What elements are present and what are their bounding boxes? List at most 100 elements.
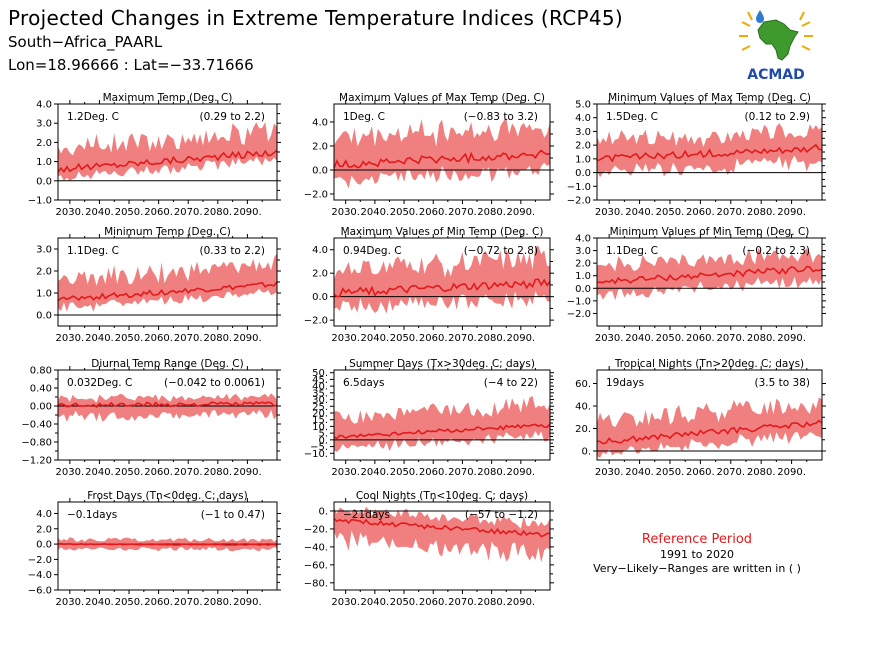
change-value-label: 0.94Deg. C: [343, 245, 402, 257]
change-value-label: 1.1Deg. C: [67, 245, 119, 257]
x-tick-label: 2080.: [477, 467, 506, 478]
y-tick-label: 3.0: [575, 127, 591, 138]
x-tick-label: 2050.: [390, 333, 419, 344]
change-value-label: 0.032Deg. C: [67, 377, 132, 389]
page-title: Projected Changes in Extreme Temperature…: [8, 6, 624, 30]
x-tick-label: 2080.: [477, 333, 506, 344]
change-value-label: 19days: [606, 377, 644, 389]
ensemble-median-line: [333, 518, 551, 538]
x-tick-label: 2030.: [56, 597, 85, 608]
x-tick-label: 2080.: [203, 467, 232, 478]
likely-range-label: (−57 to −1.2): [465, 509, 538, 521]
x-tick-label: 2090.: [233, 467, 262, 478]
plot-frame: [333, 501, 551, 591]
y-tick-label: −1.0: [567, 182, 591, 193]
reference-period-years: 1991 to 2020: [659, 548, 735, 561]
change-value-label: 6.5days: [343, 377, 384, 389]
y-tick-label: 20.: [575, 424, 591, 435]
chart-panel-4: 0.0 1.0 2.0 3.0 2030. 2040. 2050. 2060. 2070. 208…: [36, 226, 281, 344]
ensemble-median-line: [57, 401, 277, 409]
likely-range-band: [334, 506, 550, 563]
x-tick-label: 2070.: [448, 333, 477, 344]
likely-range-label: (0.29 to 2.2): [200, 111, 266, 123]
chart-title: Maximum Temp (Deg. C): [103, 92, 233, 104]
location-coordinates: Lon=18.96666 : Lat=−33.71666: [8, 56, 254, 74]
y-tick-label: 4.0: [36, 509, 52, 520]
y-tick-label: 0.00: [30, 402, 52, 413]
chart-panel-11: −80.−60.−40.−20.0.2030. 2040. 2050. 2060. 20…: [304, 490, 554, 608]
x-tick-label: 2080.: [747, 333, 776, 344]
africa-map-logo: ACMAD: [739, 10, 813, 83]
x-tick-label: 2040.: [625, 467, 654, 478]
ensemble-median-line: [57, 281, 278, 302]
ensemble-median-line: [596, 419, 823, 445]
x-tick-label: 2030.: [56, 207, 85, 218]
reference-range-note: Very−Likely−Ranges are written in ( ): [593, 562, 801, 575]
y-tick-label: −6.0: [28, 586, 52, 597]
y-tick-label: −40.: [304, 542, 328, 553]
y-tick-label: 4.0: [312, 245, 328, 256]
plot-frame: [57, 501, 278, 591]
x-tick-label: 2050.: [656, 333, 685, 344]
x-tick-label: 2060.: [144, 597, 173, 608]
likely-range-band: [58, 253, 277, 312]
change-value-label: 1Deg. C: [343, 111, 385, 123]
change-value-label: 1.1Deg. C: [606, 245, 658, 257]
y-tick-label: 2.0: [312, 269, 328, 280]
y-tick-label: −2.0: [567, 309, 591, 320]
x-tick-label: 2030.: [331, 207, 360, 218]
y-tick-label: 1.0: [575, 271, 591, 282]
y-tick-label: 30.: [312, 395, 328, 406]
x-tick-label: 2080.: [203, 597, 232, 608]
x-tick-label: 2080.: [203, 333, 232, 344]
x-tick-label: 2070.: [174, 467, 203, 478]
x-tick-label: 2030.: [331, 333, 360, 344]
y-tick-label: 2.0: [36, 138, 52, 149]
x-tick-label: 2050.: [656, 467, 685, 478]
likely-range-band: [58, 122, 277, 181]
x-tick-label: 2030.: [595, 467, 624, 478]
ensemble-median-line: [57, 542, 278, 546]
y-tick-label: 3.0: [36, 119, 52, 130]
x-tick-label: 2060.: [419, 207, 448, 218]
x-tick-label: 2050.: [115, 467, 144, 478]
x-tick-label: 2040.: [361, 333, 390, 344]
chart-panel-8: −10.−5.0.5.10.15.20.25.30.35.40.45.50. 20…: [304, 358, 554, 478]
chart-panel-3: −2.0 −1.0 0.0 1.0 2.0 3.0 4.0 5.0 2030. 2040. 2050…: [567, 92, 826, 218]
x-tick-label: 2030.: [56, 467, 85, 478]
x-tick-label: 2090.: [506, 207, 535, 218]
y-tick-label: 0.0: [312, 292, 328, 303]
x-tick-label: 2030.: [595, 333, 624, 344]
y-tick-label: 50.: [312, 368, 328, 379]
y-tick-label: 0.40: [30, 384, 52, 395]
x-tick-label: 2040.: [361, 597, 390, 608]
x-tick-label: 2080.: [747, 467, 776, 478]
y-tick-label: −5.: [310, 442, 328, 453]
plot-frame: [333, 103, 551, 201]
x-tick-label: 2060.: [686, 207, 715, 218]
y-tick-label: 2.0: [575, 259, 591, 270]
y-tick-label: −4.0: [28, 570, 52, 581]
y-tick-label: 20.: [312, 408, 328, 419]
x-tick-label: 2030.: [56, 333, 85, 344]
y-tick-label: 40.: [312, 382, 328, 393]
plot-frame: [333, 237, 551, 327]
reference-period-title: Reference Period: [641, 532, 753, 547]
likely-range-band: [334, 117, 550, 189]
likely-range-band: [58, 393, 277, 422]
y-tick-label: −80.: [304, 578, 328, 589]
y-tick-label: 0.0: [575, 284, 591, 295]
y-tick-label: 1.0: [36, 289, 52, 300]
x-tick-label: 2070.: [174, 207, 203, 218]
y-tick-label: −20.: [304, 524, 328, 535]
likely-range-label: (0.12 to 2.9): [745, 111, 811, 123]
x-tick-label: 2090.: [506, 333, 535, 344]
x-tick-label: 2060.: [144, 333, 173, 344]
x-tick-label: 2050.: [390, 467, 419, 478]
y-tick-label: 0.0: [36, 540, 52, 551]
y-tick-label: −60.: [304, 560, 328, 571]
x-tick-label: 2030.: [595, 207, 624, 218]
